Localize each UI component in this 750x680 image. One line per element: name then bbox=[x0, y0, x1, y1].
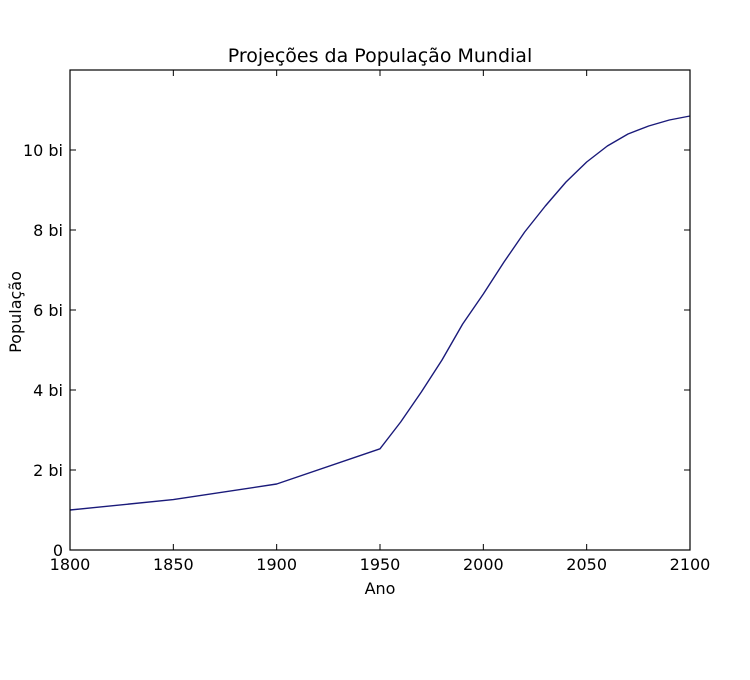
y-axis-ticks: 0 2 bi 4 bi 6 bi 8 bi 10 bi bbox=[23, 141, 690, 560]
y-tick-label-2: 4 bi bbox=[33, 381, 63, 400]
plot-area-frame bbox=[69, 69, 691, 551]
y-tick-label-3: 6 bi bbox=[33, 301, 63, 320]
x-tick-label-3: 1950 bbox=[360, 555, 401, 574]
x-tick-label-0: 1800 bbox=[50, 555, 91, 574]
y-tick-label-1: 2 bi bbox=[33, 461, 63, 480]
x-tick-label-2: 1900 bbox=[256, 555, 297, 574]
chart-title: Projeções da População Mundial bbox=[228, 45, 532, 67]
x-axis-label: Ano bbox=[365, 579, 396, 598]
series-line-0 bbox=[69, 115, 691, 511]
x-tick-label-5: 2050 bbox=[566, 555, 607, 574]
y-tick-label-0: 0 bbox=[53, 541, 63, 560]
x-axis-ticks: 1800 1850 1900 1950 2000 2050 2100 bbox=[50, 70, 711, 574]
y-tick-label-4: 8 bi bbox=[33, 221, 63, 240]
x-tick-label-1: 1850 bbox=[153, 555, 194, 574]
y-tick-label-5: 10 bi bbox=[23, 141, 63, 160]
series-layer bbox=[69, 115, 691, 511]
x-tick-label-6: 2100 bbox=[670, 555, 711, 574]
y-axis-label: População bbox=[6, 271, 25, 353]
x-tick-label-4: 2000 bbox=[463, 555, 504, 574]
